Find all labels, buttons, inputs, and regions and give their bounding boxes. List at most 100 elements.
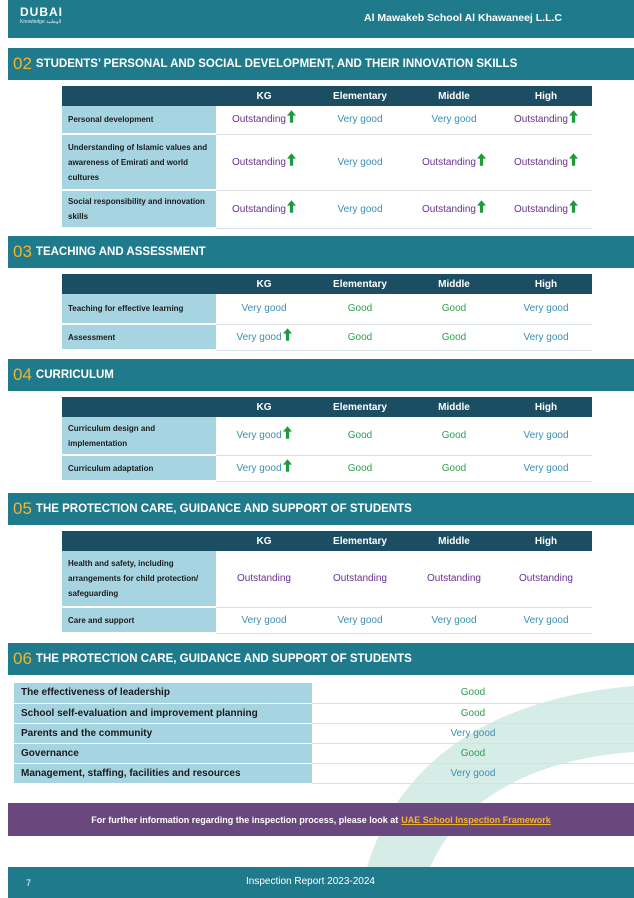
rating-text: Outstanding (237, 573, 291, 585)
school-name: Al Mawakeb School Al Khawaneej L.L.C (364, 12, 562, 24)
up-arrow-icon (286, 199, 296, 213)
rating-text: Good (441, 331, 467, 343)
rating-value: Very good (241, 303, 286, 314)
rating-cell: Very good (500, 455, 592, 482)
row-label: Personal development (62, 106, 216, 135)
row-label: Curriculum adaptation (62, 455, 216, 482)
rating-cell: Very good (312, 190, 408, 229)
up-arrow-icon (282, 327, 292, 341)
rating-text: Very good (523, 331, 569, 343)
column-header: Elementary (312, 274, 408, 294)
rating-text: Very good (337, 614, 383, 626)
row-label: Governance (14, 743, 312, 764)
rating-text: Very good (431, 114, 477, 126)
section-header-04: 04 CURRICULUM (8, 359, 634, 391)
rating-value: Very good (241, 615, 286, 626)
table-row: Understanding of Islamic values and awar… (62, 134, 592, 191)
rating-text: Very good (337, 203, 383, 215)
footer-bar: 7 Inspection Report 2023-2024 (8, 867, 634, 898)
row-label: The effectiveness of leadership (14, 683, 312, 704)
up-arrow-icon (476, 199, 486, 213)
logo-main-text: DUBAI (20, 5, 63, 19)
table-row: Governance Good (14, 743, 634, 764)
rating-cell: Good (312, 324, 408, 351)
rating-text: Very good (236, 331, 282, 343)
up-arrow-icon (282, 458, 292, 472)
table-row: Curriculum design and implementation Very… (62, 417, 592, 456)
rating-text: Very good (311, 723, 634, 744)
row-label: Management, staffing, facilities and res… (14, 763, 312, 784)
column-header: High (500, 274, 592, 294)
rating-cell: Good (408, 324, 500, 351)
rating-value: Very good (523, 463, 568, 474)
rating-cell: Outstanding (216, 551, 312, 608)
rating-cell: Outstanding (500, 106, 592, 135)
rating-cell: Outstanding (216, 134, 312, 191)
rating-value: Outstanding (232, 199, 296, 216)
dubai-logo: DUBAI Knowledge الوطنية (20, 5, 63, 26)
section-number: 06 (13, 649, 32, 668)
rating-text: Very good (523, 614, 569, 626)
rating-text: Very good (523, 303, 569, 315)
rating-value: Very good (236, 458, 292, 475)
rating-cell: Outstanding (312, 551, 408, 608)
rating-value: Very good (523, 430, 568, 441)
rating-cell: Very good (312, 106, 408, 135)
column-header: KG (216, 274, 312, 294)
column-header: High (500, 397, 592, 417)
up-arrow-icon (476, 152, 486, 166)
up-arrow-icon (282, 426, 292, 440)
row-label: Care and support (62, 607, 216, 634)
rating-value: Very good (523, 332, 568, 343)
header-blank-cell (62, 531, 216, 551)
rating-cell: Good (408, 455, 500, 482)
row-label: Parents and the community (14, 723, 312, 744)
framework-link[interactable]: UAE School Inspection Framework (401, 814, 551, 825)
table-row: The effectiveness of leadership Good (14, 683, 634, 704)
rating-cell: Outstanding (408, 551, 500, 608)
table-row: Health and safety, including arrangement… (62, 551, 592, 608)
info-banner: For further information regarding the in… (8, 803, 634, 836)
section-number: 02 (13, 54, 32, 73)
rating-value: Outstanding (237, 573, 291, 584)
ratings-table-05: KG Elementary Middle High Health and safety,… (62, 531, 592, 634)
rating-text: Outstanding (232, 203, 286, 215)
table-row: Teaching for effective learning Very good… (62, 294, 592, 325)
rating-value: Outstanding (232, 110, 296, 126)
header-blank-cell (62, 274, 216, 294)
rating-value: Very good (523, 615, 568, 626)
column-header: Middle (408, 86, 500, 106)
column-header: Elementary (312, 531, 408, 551)
rating-cell: Very good (500, 324, 592, 351)
column-header: Middle (408, 397, 500, 417)
column-header: Middle (408, 531, 500, 551)
rating-value: Good (442, 303, 466, 314)
rating-value: Very good (337, 615, 382, 626)
rating-cell: Very good (408, 106, 500, 135)
rating-cell: Very good (216, 607, 312, 634)
header-blank-cell (62, 397, 216, 417)
rating-text: Very good (431, 614, 477, 626)
table-row: Social responsibility and innovation ski… (62, 190, 592, 229)
table-row: Care and support Very good Very good Very g… (62, 607, 592, 634)
rating-cell: Very good (408, 607, 500, 634)
rating-value: Outstanding (333, 573, 387, 584)
rating-value: Very good (236, 426, 292, 442)
rating-cell: Outstanding (216, 190, 312, 229)
up-arrow-icon (286, 152, 296, 166)
rating-cell: Very good (312, 607, 408, 634)
rating-value: Good (348, 463, 372, 474)
rating-value: Very good (337, 157, 382, 168)
row-label: Understanding of Islamic values and awar… (62, 134, 216, 191)
rating-text: Outstanding (514, 114, 568, 126)
ratings-table-04: KG Elementary Middle High Curriculum design … (62, 397, 592, 482)
footer-title: Inspection Report 2023-2024 (246, 876, 375, 887)
rating-cell: Very good (500, 417, 592, 456)
rating-cell: Good (408, 294, 500, 325)
rating-text: Good (347, 462, 373, 474)
column-header: Elementary (312, 86, 408, 106)
rating-value: Good (442, 430, 466, 441)
rating-text: Good (347, 331, 373, 343)
rating-text: Very good (236, 462, 282, 474)
row-label: Health and safety, including arrangement… (62, 551, 216, 608)
